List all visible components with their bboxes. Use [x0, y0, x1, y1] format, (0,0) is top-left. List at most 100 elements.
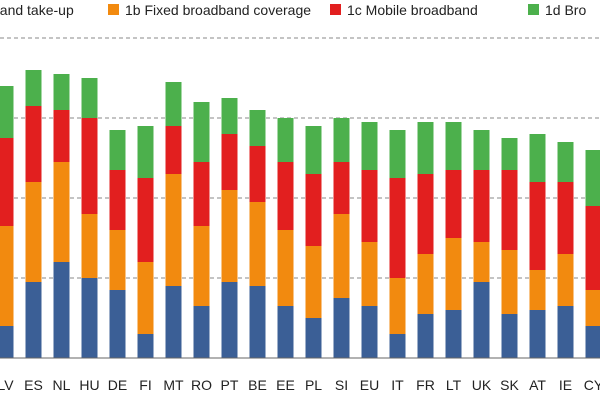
x-tick-label: LT	[446, 377, 462, 393]
bar-segment	[137, 178, 154, 262]
bar-segment	[0, 138, 14, 226]
bar-segment	[529, 270, 546, 310]
bar-segment	[81, 278, 98, 358]
bar-segment	[193, 306, 210, 358]
legend-swatch	[330, 4, 341, 15]
x-tick-label: CY	[584, 377, 600, 393]
bar-segment	[109, 130, 126, 170]
bar-segment	[529, 310, 546, 358]
bar-segment	[305, 246, 322, 318]
bar-segment	[529, 134, 546, 182]
x-tick-label: IT	[391, 377, 404, 393]
bar-segment	[277, 118, 294, 162]
bar-segment	[445, 122, 462, 170]
bar-segment	[473, 130, 490, 170]
x-tick-label: PL	[305, 377, 322, 393]
bar-segment	[109, 290, 126, 358]
bar-segment	[165, 126, 182, 174]
bar-segment	[221, 282, 238, 358]
bar-segment	[137, 334, 154, 358]
legend-item: 1d Bro	[528, 2, 586, 18]
bar-segment	[361, 306, 378, 358]
x-tick-label: FR	[416, 377, 435, 393]
bar-segment	[25, 182, 42, 282]
legend-item: band take-up	[0, 2, 74, 18]
bar-segment	[445, 238, 462, 310]
legend-label: 1b Fixed broadband coverage	[125, 2, 311, 18]
bar-segment	[417, 314, 434, 358]
bar-segment	[417, 122, 434, 174]
bar-segment	[585, 150, 600, 206]
bar-segment	[193, 162, 210, 226]
bar-segment	[25, 282, 42, 358]
bar-segment	[0, 86, 14, 138]
bar-segment	[277, 306, 294, 358]
x-tick-label: LV	[0, 377, 14, 393]
legend-label: band take-up	[0, 2, 74, 18]
bar-segment	[501, 170, 518, 250]
x-tick-label: DE	[108, 377, 127, 393]
x-tick-label: BE	[248, 377, 267, 393]
legend-swatch	[528, 4, 539, 15]
bar-segment	[557, 182, 574, 254]
x-tick-labels: LV ES NL HU DE FI MT RO PT BE EE PL SI EU IT FR LT UK SK AT…	[0, 377, 600, 393]
bar-segment	[165, 174, 182, 286]
bar-segment	[529, 182, 546, 270]
bar-segment	[53, 74, 70, 110]
x-tick-label: IE	[559, 377, 572, 393]
x-tick-label: UK	[472, 377, 492, 393]
bar-segment	[0, 326, 14, 358]
x-tick-label: EE	[276, 377, 295, 393]
x-tick-label: RO	[191, 377, 212, 393]
bar-segment	[417, 174, 434, 254]
bar-segment	[305, 318, 322, 358]
bar-segment	[389, 130, 406, 178]
x-tick-label: SI	[335, 377, 348, 393]
x-tick-label: ES	[24, 377, 43, 393]
bar-segment	[193, 102, 210, 162]
x-tick-label: AT	[529, 377, 546, 393]
bar-segment	[249, 146, 266, 202]
bar-segment	[585, 326, 600, 358]
bar-segment	[557, 306, 574, 358]
bar-segment	[137, 262, 154, 334]
x-tick-label: PT	[221, 377, 239, 393]
bar-segment	[305, 174, 322, 246]
bar-segment	[249, 286, 266, 358]
gridlines	[0, 37, 600, 279]
bar-segment	[361, 170, 378, 242]
bar-segment	[53, 162, 70, 262]
bar-segment	[109, 170, 126, 230]
bar-segment	[557, 142, 574, 182]
bar-segment	[333, 298, 350, 358]
x-tick-label: HU	[79, 377, 99, 393]
bar-segment	[333, 162, 350, 214]
bar-segment	[585, 290, 600, 326]
bar-segment	[557, 254, 574, 306]
x-tick-label: EU	[360, 377, 379, 393]
bar-segment	[305, 126, 322, 174]
bar-segment	[81, 214, 98, 278]
bar-segment	[221, 190, 238, 282]
bar-segment	[53, 110, 70, 162]
legend-item: 1b Fixed broadband coverage	[108, 2, 311, 18]
bar-segment	[165, 286, 182, 358]
bars	[0, 70, 600, 358]
bar-segment	[445, 170, 462, 238]
bar-segment	[0, 226, 14, 326]
bar-segment	[25, 106, 42, 182]
bar-segment	[221, 98, 238, 134]
bar-segment	[473, 242, 490, 282]
bar-segment	[165, 82, 182, 126]
bar-segment	[249, 110, 266, 146]
bar-segment	[249, 202, 266, 286]
bar-segment	[389, 334, 406, 358]
bar-segment	[361, 122, 378, 170]
legend-label: 1c Mobile broadband	[347, 2, 478, 18]
x-tick-label: SK	[500, 377, 519, 393]
bar-segment	[389, 278, 406, 334]
legend-item: 1c Mobile broadband	[330, 2, 478, 18]
bar-segment	[501, 138, 518, 170]
bar-segment	[277, 230, 294, 306]
